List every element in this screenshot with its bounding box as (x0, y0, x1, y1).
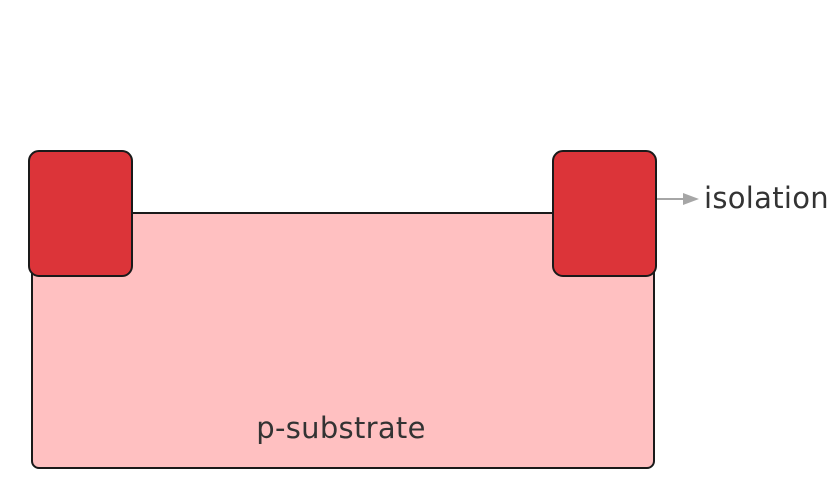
isolation-label: isolation (704, 181, 829, 215)
isolation-arrow-icon (657, 193, 699, 205)
isolation-block-right (552, 150, 657, 277)
p-substrate-region (31, 212, 655, 469)
isolation-block-left (28, 150, 133, 277)
substrate-label: p-substrate (256, 411, 426, 445)
